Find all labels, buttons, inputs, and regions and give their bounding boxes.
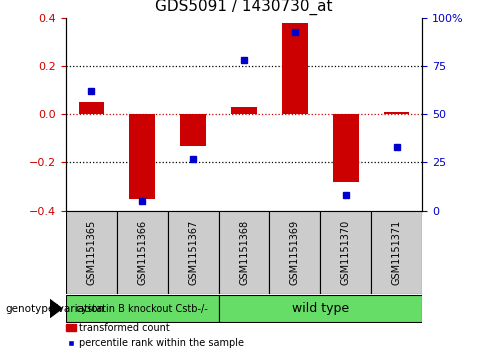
Bar (333, 114, 359, 182)
Bar (66, 295, 219, 322)
Text: cystatin B knockout Cstb-/-: cystatin B knockout Cstb-/- (76, 303, 208, 314)
Bar (384, 112, 409, 114)
Bar (129, 114, 155, 199)
Bar (219, 211, 269, 294)
Text: GSM1151368: GSM1151368 (239, 220, 249, 285)
Bar (66, 211, 117, 294)
Title: GDS5091 / 1430730_at: GDS5091 / 1430730_at (155, 0, 333, 15)
Bar (320, 211, 371, 294)
Text: GSM1151366: GSM1151366 (137, 220, 147, 285)
Polygon shape (50, 299, 62, 318)
Text: GSM1151369: GSM1151369 (290, 220, 300, 285)
Text: GSM1151365: GSM1151365 (86, 220, 96, 285)
Text: GSM1151370: GSM1151370 (341, 220, 351, 285)
Bar (231, 107, 257, 114)
Bar (219, 295, 422, 322)
Bar (168, 211, 219, 294)
Text: GSM1151367: GSM1151367 (188, 220, 198, 285)
Text: wild type: wild type (292, 302, 349, 315)
Bar (282, 23, 307, 114)
Legend: transformed count, percentile rank within the sample: transformed count, percentile rank withi… (66, 323, 244, 348)
Text: GSM1151371: GSM1151371 (392, 220, 402, 285)
Bar (371, 211, 422, 294)
Text: genotype/variation: genotype/variation (5, 303, 104, 314)
Bar (269, 211, 320, 294)
Bar (181, 114, 206, 146)
Bar (79, 102, 104, 114)
Bar (117, 211, 168, 294)
